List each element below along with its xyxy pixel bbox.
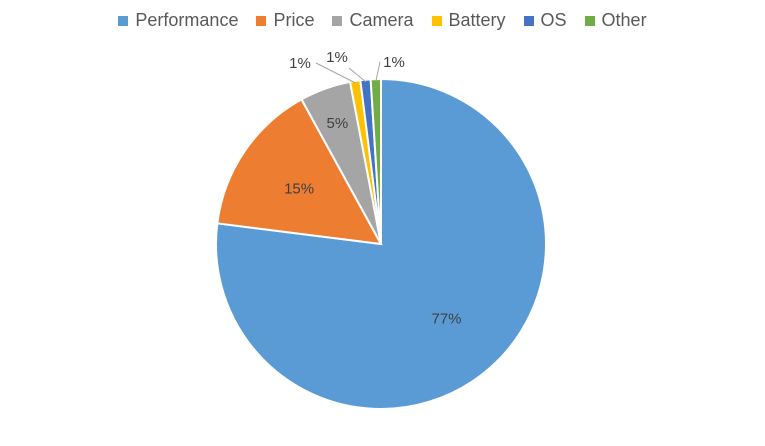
data-label-camera: 5% xyxy=(327,115,349,132)
legend-swatch xyxy=(256,15,267,26)
legend-swatch xyxy=(523,15,534,26)
pie-slice-performance xyxy=(215,77,547,410)
legend-item-other: Other xyxy=(584,10,647,31)
legend-item-battery: Battery xyxy=(431,10,506,31)
data-label-battery: 1% xyxy=(289,55,311,72)
leader-line-other xyxy=(375,61,381,82)
data-label-performance: 77% xyxy=(431,310,461,327)
leader-line-os xyxy=(348,67,367,83)
legend-item-camera: Camera xyxy=(332,10,414,31)
pie-slice-other xyxy=(369,77,382,245)
legend-swatch xyxy=(584,15,595,26)
data-labels: 77% 15% 5% 1% 1% 1% xyxy=(284,49,461,327)
legend-swatch xyxy=(431,15,442,26)
legend-label: Price xyxy=(273,10,315,30)
legend-item-price: Price xyxy=(256,10,314,31)
pie-slice-price xyxy=(216,98,383,246)
legend-item-performance: Performance xyxy=(118,10,238,31)
leader-lines xyxy=(315,61,381,84)
legend-swatch xyxy=(332,15,343,26)
legend: Performance Price Camera Battery OS Other xyxy=(0,10,765,31)
legend-label: Performance xyxy=(135,10,239,30)
legend-item-os: OS xyxy=(523,10,567,31)
data-label-price: 15% xyxy=(284,180,314,197)
legend-label: OS xyxy=(540,10,567,30)
legend-label: Battery xyxy=(448,10,506,30)
leader-line-battery xyxy=(315,62,356,84)
legend-label: Camera xyxy=(349,10,414,30)
legend-label: Other xyxy=(601,10,647,30)
pie-slices xyxy=(215,77,547,410)
legend-swatch xyxy=(118,15,129,26)
data-label-other: 1% xyxy=(383,54,405,71)
data-label-os: 1% xyxy=(326,49,348,66)
